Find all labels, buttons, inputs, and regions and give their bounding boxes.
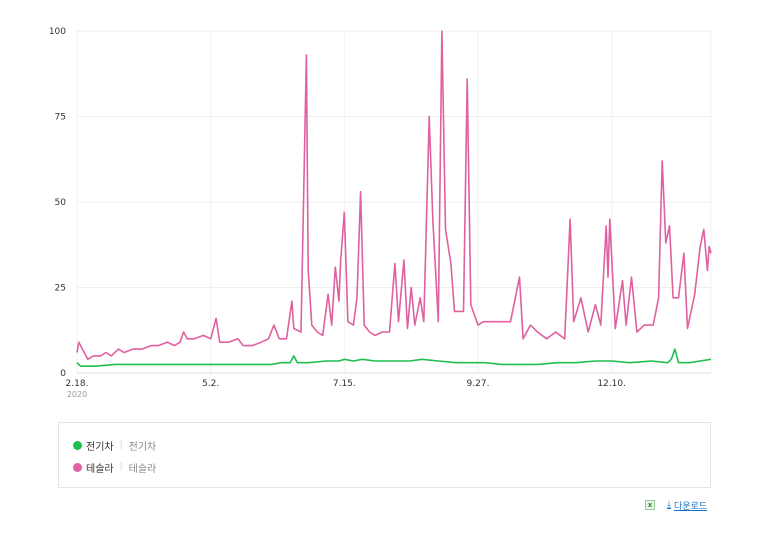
legend: 전기차 | 전기차 테슬라 | 테슬라	[58, 422, 711, 488]
excel-icon[interactable]: x	[645, 500, 655, 510]
x-tick-label: 5.2.	[202, 379, 219, 389]
y-tick-label: 0	[60, 369, 66, 379]
x-tick-label: 7.15.	[333, 379, 356, 389]
x-tick-label: 9.27.	[467, 379, 490, 389]
legend-name-ev: 전기차	[86, 441, 114, 453]
trend-line-chart: 0 25 50 75 100 2.18. 5.2. 7.15. 9.27. 12.10. 2020	[49, 27, 712, 399]
download-area: x ⤓ 다운로드	[645, 497, 707, 513]
series-layer	[76, 30, 712, 367]
x-tick-label: 12.10.	[597, 379, 626, 389]
legend-separator: |	[119, 440, 123, 450]
x-tick-label: 2.18.	[66, 379, 89, 389]
legend-item-tesla[interactable]: 테슬라 | 테슬라	[73, 459, 156, 475]
grid-layer	[76, 30, 712, 373]
series-line-tesla	[76, 30, 712, 361]
legend-separator: |	[119, 462, 123, 472]
series-line-ev	[76, 348, 712, 367]
y-tick-label: 100	[49, 27, 66, 37]
legend-dot-ev	[73, 440, 82, 450]
download-arrow-icon: ⤓	[667, 500, 671, 510]
legend-sub-label-tesla: 테슬라	[128, 463, 157, 475]
legend-name-tesla: 테슬라	[86, 463, 114, 475]
y-tick-label: 50	[55, 198, 67, 208]
legend-item-ev[interactable]: 전기차 | 전기차	[73, 437, 156, 453]
y-tick-label: 25	[55, 284, 66, 294]
x-year-label: 2020	[67, 390, 87, 399]
download-link[interactable]: ⤓ 다운로드	[667, 499, 707, 512]
y-tick-label: 75	[55, 113, 66, 123]
download-label: 다운로드	[673, 501, 708, 512]
legend-dot-tesla	[73, 462, 82, 472]
legend-sub-label-ev: 전기차	[128, 441, 157, 453]
axis-layer: 0 25 50 75 100 2.18. 5.2. 7.15. 9.27. 12.10. 2020	[49, 27, 711, 399]
